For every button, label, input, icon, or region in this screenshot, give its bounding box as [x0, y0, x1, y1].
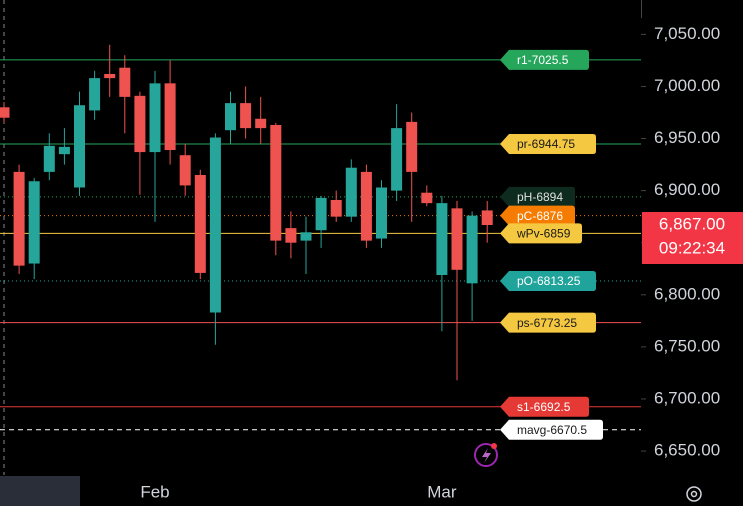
candle-body	[451, 208, 463, 270]
level-label-bg	[500, 205, 575, 226]
candle-body	[119, 67, 131, 97]
gear	[686, 486, 702, 502]
candle-body	[436, 203, 448, 275]
y-tick-label: 6,950.00	[654, 128, 720, 147]
level-label-bg	[500, 134, 596, 155]
candle-body	[134, 95, 146, 153]
level-label-bg	[500, 312, 596, 333]
settings-icon[interactable]	[686, 486, 702, 502]
axis-edge	[641, 0, 642, 18]
candle-body	[89, 78, 101, 111]
candle-body	[13, 171, 25, 266]
level-label: r1-7025.5	[517, 53, 569, 67]
y-tick-label: 7,000.00	[654, 76, 720, 95]
candle-body	[240, 103, 252, 129]
level-label: pO-6813.25	[517, 274, 581, 288]
level-label-bg	[500, 49, 589, 70]
candle-body	[149, 83, 161, 153]
candle-body	[179, 155, 191, 186]
level-label: pr-6944.75	[517, 137, 575, 151]
y-tick-label: 6,700.00	[654, 388, 720, 407]
price-box	[642, 212, 743, 264]
candle-body	[300, 232, 312, 241]
icon-ring	[474, 443, 498, 467]
candle-body	[104, 73, 116, 79]
candle-body	[421, 192, 433, 204]
y-tick-label: 6,650.00	[654, 441, 720, 460]
candle-body	[43, 145, 55, 172]
candle-body	[466, 215, 478, 284]
candle-body	[0, 107, 10, 118]
price-countdown: 09:22:34	[659, 238, 725, 257]
price-label: 6,867.00	[659, 214, 725, 233]
candle-body	[481, 210, 493, 225]
x-tick-label: Mar	[427, 482, 457, 501]
candle-body	[255, 118, 267, 129]
candle-body	[345, 167, 357, 217]
y-tick-label: 6,750.00	[654, 336, 720, 355]
icon-bolt	[482, 448, 491, 463]
level-label-bg	[500, 396, 589, 417]
candle-body	[28, 181, 40, 264]
y-tick-label: 7,050.00	[654, 24, 720, 43]
level-label-bg	[500, 186, 575, 207]
bolt-icon[interactable]	[474, 443, 498, 467]
candle-body	[209, 137, 221, 313]
x-tick-label: Feb	[140, 482, 169, 501]
level-label: mavg-6670.5	[517, 423, 587, 437]
candle-body	[74, 105, 85, 188]
candle-body	[194, 175, 206, 273]
gear-center	[690, 490, 698, 498]
candle-body	[58, 146, 70, 155]
level-label: s1-6692.5	[517, 400, 571, 414]
candle-body	[315, 197, 327, 231]
candle-body	[270, 125, 282, 241]
candle-body	[164, 83, 176, 150]
candle-body	[225, 103, 236, 131]
date-highlight	[0, 476, 80, 506]
y-tick-label: 6,800.00	[654, 284, 720, 303]
candle-body	[391, 128, 403, 191]
level-label: pH-6894	[517, 190, 563, 204]
level-label-bg	[500, 419, 603, 440]
level-label-bg	[500, 270, 596, 291]
candle-body	[376, 187, 387, 239]
y-tick-label: 6,900.00	[654, 180, 720, 199]
candle-body	[360, 171, 372, 241]
level-label-bg	[500, 223, 582, 244]
level-label: pC-6876	[517, 209, 563, 223]
icon-dot	[491, 443, 497, 449]
level-label: wPv-6859	[516, 227, 571, 241]
candle-body	[285, 228, 297, 243]
level-label: ps-6773.25	[517, 316, 577, 330]
candle-body	[330, 200, 342, 217]
candle-body	[406, 121, 418, 172]
